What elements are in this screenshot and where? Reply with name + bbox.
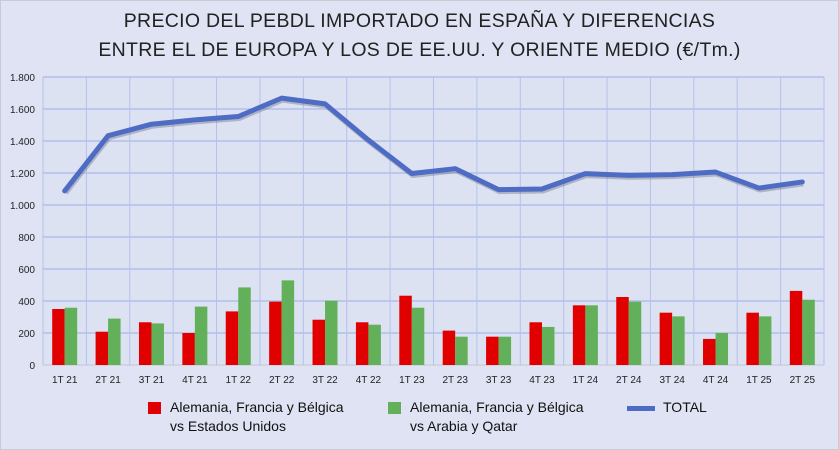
x-tick-label: 2T 22 xyxy=(269,375,295,386)
total-line xyxy=(62,95,805,194)
bar-vs-arabia-qatar xyxy=(194,306,208,365)
bar-vs-arabia-qatar xyxy=(758,316,772,365)
x-tick-label: 1T 24 xyxy=(573,375,599,386)
x-tick-label: 2T 24 xyxy=(616,375,642,386)
bar-vs-estados-unidos xyxy=(225,311,239,365)
bar-vs-arabia-qatar xyxy=(802,299,815,365)
x-tick-label: 3T 21 xyxy=(139,375,165,386)
legend-swatch-line xyxy=(627,406,655,411)
bar-vs-estados-unidos xyxy=(746,312,759,365)
legend-item-total: TOTAL xyxy=(627,398,707,417)
y-tick-label: 600 xyxy=(18,265,35,276)
bar-vs-estados-unidos xyxy=(486,336,499,365)
x-tick-label: 3T 23 xyxy=(486,375,512,386)
bar-vs-estados-unidos xyxy=(703,338,716,365)
bar-vs-estados-unidos xyxy=(572,305,586,365)
bar-vs-estados-unidos xyxy=(442,330,456,365)
bar-vs-arabia-qatar xyxy=(151,323,164,365)
bar-vs-estados-unidos xyxy=(95,331,109,365)
bar-vs-arabia-qatar xyxy=(325,300,338,365)
bar-vs-arabia-qatar xyxy=(108,318,121,365)
bar-vs-estados-unidos xyxy=(138,322,152,365)
y-tick-label: 400 xyxy=(18,297,35,308)
bar-vs-estados-unidos xyxy=(312,319,326,365)
bar-vs-arabia-qatar xyxy=(238,287,251,365)
y-tick-label: 1.000 xyxy=(10,201,35,212)
bar-vs-estados-unidos xyxy=(355,322,369,365)
legend-label-arabia-1: Alemania, Francia y Bélgica xyxy=(410,399,584,415)
x-tick-label: 4T 22 xyxy=(356,375,382,386)
bar-vs-estados-unidos xyxy=(182,333,195,365)
x-tick-label: 2T 25 xyxy=(790,375,816,386)
bar-vs-estados-unidos xyxy=(616,297,629,365)
legend-label-arabia-2: vs Arabia y Qatar xyxy=(410,418,518,434)
x-tick-label: 3T 24 xyxy=(659,375,685,386)
bar-vs-estados-unidos xyxy=(789,290,803,365)
x-tick-label: 1T 23 xyxy=(399,375,425,386)
y-tick-label: 200 xyxy=(18,329,35,340)
chart-title-line-2: ENTRE EL DE EUROPA Y LOS DE EE.UU. Y ORI… xyxy=(98,39,741,61)
x-tick-label: 1T 22 xyxy=(226,375,252,386)
y-tick-label: 1.600 xyxy=(10,105,35,116)
bar-vs-estados-unidos xyxy=(269,301,282,365)
x-tick-label: 3T 22 xyxy=(312,375,338,386)
bar-vs-estados-unidos xyxy=(52,309,65,365)
bar-vs-arabia-qatar xyxy=(498,336,512,365)
x-tick-label: 4T 21 xyxy=(182,375,208,386)
y-tick-label: 1.400 xyxy=(10,137,35,148)
x-tick-label: 2T 21 xyxy=(95,375,121,386)
x-tick-label: 4T 24 xyxy=(703,375,729,386)
x-tick-label: 1T 25 xyxy=(746,375,772,386)
bar-vs-arabia-qatar xyxy=(368,324,381,365)
bar-vs-arabia-qatar xyxy=(585,305,598,365)
legend-label-us-2: vs Estados Unidos xyxy=(170,418,286,434)
bar-vs-estados-unidos xyxy=(659,312,673,365)
y-tick-label: 800 xyxy=(18,233,35,244)
legend-item-arabia: Alemania, Francia y Bélgica vs Arabia y … xyxy=(388,398,584,436)
legend-label-total: TOTAL xyxy=(663,399,707,415)
bar-vs-arabia-qatar xyxy=(715,333,729,365)
bar-vs-estados-unidos xyxy=(399,295,412,365)
x-tick-label: 4T 23 xyxy=(529,375,555,386)
bar-vs-arabia-qatar xyxy=(541,326,555,365)
bar-vs-arabia-qatar xyxy=(455,336,468,365)
x-tick-label: 1T 21 xyxy=(52,375,78,386)
legend-item-us: Alemania, Francia y Bélgica vs Estados U… xyxy=(148,398,344,436)
legend-swatch-red xyxy=(148,402,161,414)
bar-vs-arabia-qatar xyxy=(64,307,78,365)
bar-vs-arabia-qatar xyxy=(628,301,642,365)
chart-title-line-1: PRECIO DEL PEBDL IMPORTADO EN ESPAÑA Y D… xyxy=(123,10,716,32)
legend-swatch-green xyxy=(388,402,401,414)
x-tick-label: 2T 23 xyxy=(442,375,468,386)
bar-vs-estados-unidos xyxy=(529,322,542,365)
y-tick-label: 1.200 xyxy=(10,169,35,180)
y-tick-label: 0 xyxy=(29,361,35,372)
legend-label-us-1: Alemania, Francia y Bélgica xyxy=(170,399,344,415)
bar-vs-arabia-qatar xyxy=(281,280,295,365)
bar-vs-arabia-qatar xyxy=(672,316,685,365)
bar-vs-arabia-qatar xyxy=(411,307,425,365)
y-tick-label: 1.800 xyxy=(10,73,35,84)
